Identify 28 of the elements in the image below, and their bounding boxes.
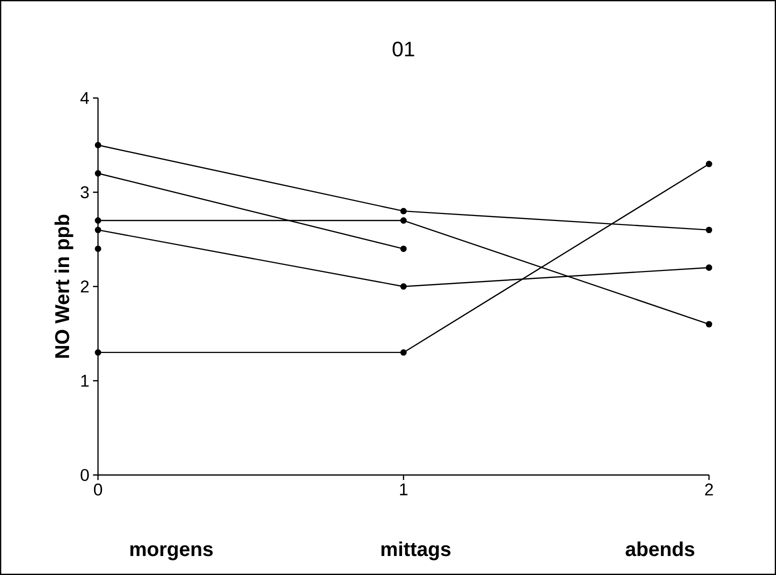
point — [94, 170, 102, 177]
point — [400, 349, 407, 356]
y-tick-label: 2 — [80, 280, 89, 292]
point — [706, 320, 712, 328]
chart-title: 01 — [392, 42, 414, 56]
text: morgens — [130, 545, 213, 560]
text: abends — [626, 541, 694, 556]
y-tick-label: 0 — [80, 468, 89, 482]
point — [400, 208, 407, 214]
point — [400, 283, 407, 290]
point — [94, 246, 102, 252]
point — [706, 160, 712, 168]
x-tick-label: 1 — [400, 483, 408, 496]
x-tick-label: 0 — [94, 484, 102, 496]
text: mittags — [381, 541, 450, 560]
point — [706, 226, 712, 234]
point — [94, 217, 102, 224]
point — [94, 226, 102, 234]
y-axis-title: NO Wert in ppb — [54, 214, 74, 358]
point — [400, 217, 407, 224]
y-tick-label: 3 — [80, 186, 89, 198]
y-tick-label: 4 — [80, 92, 89, 104]
point — [94, 349, 102, 356]
point — [706, 264, 712, 271]
point — [400, 246, 407, 252]
point — [94, 142, 102, 148]
x-tick-label: 2 — [705, 484, 713, 496]
y-tick-label: 1 — [81, 374, 89, 387]
